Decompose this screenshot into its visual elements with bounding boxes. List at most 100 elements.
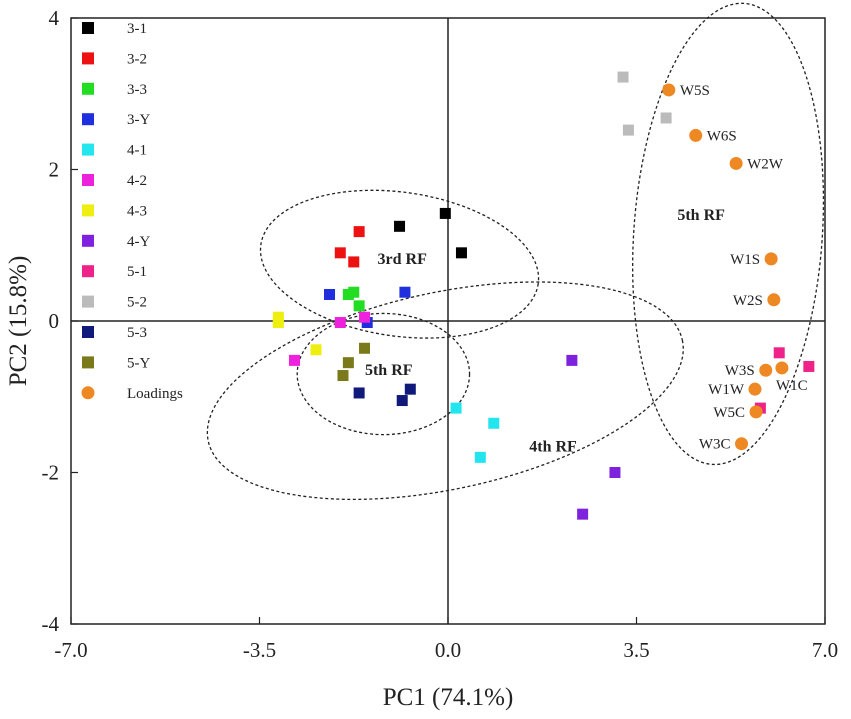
loading-label: W1W <box>708 382 745 398</box>
y-tick-label: 2 <box>49 158 60 182</box>
legend-marker-loadings <box>81 386 95 400</box>
point-loading <box>662 83 676 97</box>
point-loading <box>735 437 749 451</box>
legend-label-4-y: 4-Y <box>127 234 150 250</box>
point-loading <box>729 156 743 170</box>
point-5-3 <box>396 395 408 407</box>
legend-marker-3-3 <box>82 82 94 95</box>
point-4-y <box>609 467 621 478</box>
x-tick-label: 3.5 <box>623 638 649 662</box>
legend-label-4-3: 4-3 <box>127 203 147 219</box>
point-3-1 <box>394 220 406 232</box>
legend-label-3-2: 3-2 <box>127 51 147 67</box>
point-loading <box>689 128 703 142</box>
point-3-1 <box>455 247 467 259</box>
zero-lines <box>71 18 825 624</box>
y-tick-label: 0 <box>49 309 60 333</box>
loading-label: W5C <box>713 405 745 421</box>
point-3-3 <box>348 286 360 298</box>
x-tick-label: 0.0 <box>435 638 461 662</box>
point-loading <box>749 405 763 419</box>
point-4-2 <box>359 311 371 323</box>
x-tick-label: 7.0 <box>812 638 838 662</box>
y-axis-title: PC2 (15.8%) <box>5 256 32 387</box>
y-tick-label: -4 <box>42 612 60 636</box>
ellipse-5th-rf-outer <box>632 2 825 466</box>
point-4-1 <box>474 451 486 463</box>
point-4-3 <box>310 344 322 356</box>
legend-marker-5-3 <box>82 326 94 338</box>
point-5-2 <box>660 112 672 124</box>
point-5-y <box>337 370 349 382</box>
legend-label-5-3: 5-3 <box>127 325 147 341</box>
group-label-3rd-rf: 3rd RF <box>378 251 428 268</box>
point-3-y <box>324 288 336 300</box>
legend-marker-4-2 <box>82 174 94 186</box>
point-4-1 <box>450 402 462 414</box>
point-loading <box>764 252 778 266</box>
legend-label-3-y: 3-Y <box>127 112 150 128</box>
point-3-2 <box>353 226 365 238</box>
ellipse-5th-rf-inner <box>296 312 471 436</box>
point-4-2 <box>334 317 346 329</box>
axis-ticks: -7.0 -3.5 0.0 3.5 7.0 -4 -2 0 2 4 <box>42 6 839 662</box>
group-ellipses <box>206 2 825 501</box>
legend-label-5-y: 5-Y <box>127 355 150 371</box>
point-5-3 <box>404 383 416 395</box>
point-5-1 <box>803 360 815 372</box>
ellipse-4th-rf <box>206 281 684 501</box>
point-3-1 <box>439 207 451 219</box>
ellipse-3rd-rf <box>259 189 540 339</box>
group-label-4th-rf: 4th RF <box>529 439 577 456</box>
group-annotations: 3rd RF 5th RF 4th RF 5th RF <box>365 207 725 456</box>
loading-labels: W5S W6S W2W W1S W2S W3S W1C W1W W5C W3C <box>680 83 808 453</box>
legend-marker-5-y <box>82 356 94 369</box>
loading-label: W1S <box>730 252 760 268</box>
legend-label-5-1: 5-1 <box>127 264 147 280</box>
point-5-3 <box>353 387 365 399</box>
legend-label-4-1: 4-1 <box>127 143 147 159</box>
point-4-1 <box>488 417 500 429</box>
loading-label: W1C <box>776 378 808 394</box>
legend-label-loadings: Loadings <box>127 386 183 402</box>
point-4-y <box>577 508 589 520</box>
point-5-2 <box>622 124 634 136</box>
point-loading <box>767 293 781 307</box>
legend-label-3-1: 3-1 <box>127 21 147 37</box>
legend-label-5-2: 5-2 <box>127 295 147 311</box>
legend-marker-5-1 <box>82 265 94 278</box>
legend-marker-4-1 <box>82 143 94 156</box>
point-3-y <box>399 286 411 298</box>
group-label-5th-rf: 5th RF <box>365 362 413 379</box>
legend-label-3-3: 3-3 <box>127 82 147 98</box>
point-loading <box>748 382 762 396</box>
point-5-y <box>359 342 371 354</box>
group-label-5th-rf: 5th RF <box>677 207 725 224</box>
point-5-2 <box>617 71 629 83</box>
y-tick-label: -2 <box>42 461 60 485</box>
point-4-2 <box>289 354 301 366</box>
data-points <box>272 71 815 520</box>
point-5-y <box>342 357 354 369</box>
legend-marker-3-1 <box>82 22 94 34</box>
point-3-3 <box>353 300 365 312</box>
point-5-1 <box>773 347 785 359</box>
point-loading <box>759 363 773 377</box>
point-4-y <box>566 354 578 366</box>
legend-marker-5-2 <box>82 295 94 308</box>
legend-marker-3-2 <box>82 52 94 65</box>
point-3-2 <box>334 247 346 259</box>
point-4-3 <box>272 317 284 329</box>
point-loading <box>775 361 789 375</box>
loading-label: W6S <box>707 128 737 144</box>
loading-label: W5S <box>680 83 710 99</box>
loading-label: W2W <box>747 156 784 172</box>
legend-marker-4-3 <box>82 204 94 217</box>
loading-label: W3C <box>699 437 731 453</box>
loading-label: W3S <box>725 363 755 379</box>
x-axis-title: PC1 (74.1%) <box>383 684 514 711</box>
legend-marker-4-y <box>82 234 94 247</box>
y-tick-label: 4 <box>49 6 60 30</box>
legend: 3-1 3-2 3-3 3-Y 4-1 4-2 4-3 4-Y 5-1 5-2 5-3 5-Y Load… <box>81 21 183 402</box>
